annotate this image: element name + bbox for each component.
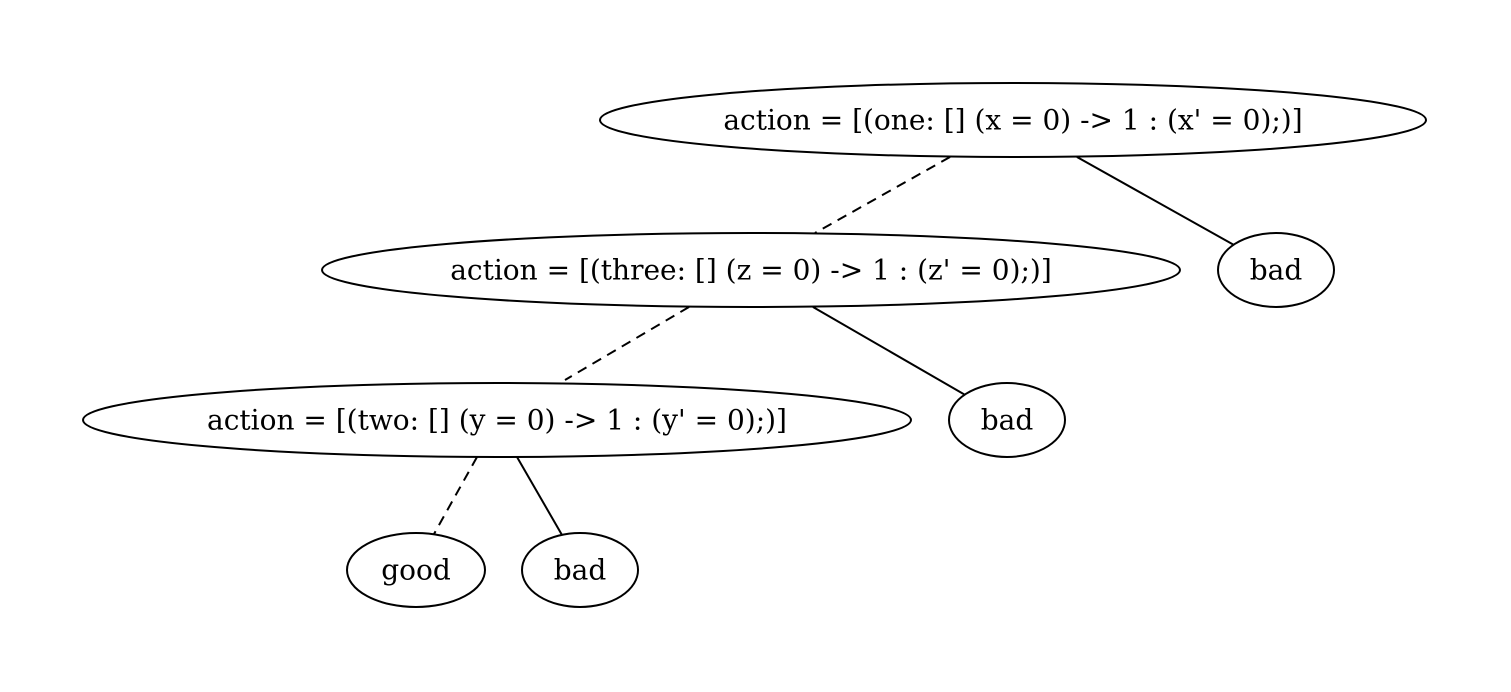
edge-two-to-bad — [516, 456, 563, 536]
node-bad-2[interactable]: bad — [948, 382, 1066, 458]
node-bad-1[interactable]: bad — [1217, 232, 1335, 308]
node-label: action = [(three: [] (z = 0) -> 1 : (z' … — [450, 254, 1052, 287]
node-action-two[interactable]: action = [(two: [] (y = 0) -> 1 : (y' = … — [82, 382, 912, 458]
node-label: good — [381, 554, 451, 587]
node-action-three[interactable]: action = [(three: [] (z = 0) -> 1 : (z' … — [321, 232, 1181, 308]
edge-one-to-three — [814, 156, 951, 234]
node-label: bad — [554, 554, 607, 587]
edge-three-to-two — [564, 306, 690, 381]
node-good[interactable]: good — [346, 532, 486, 608]
node-label: bad — [981, 404, 1034, 437]
node-bad-3[interactable]: bad — [521, 532, 639, 608]
node-label: action = [(one: [] (x = 0) -> 1 : (x' = … — [723, 104, 1302, 137]
edge-two-to-good — [433, 456, 478, 535]
node-label: action = [(two: [] (y = 0) -> 1 : (y' = … — [207, 404, 787, 437]
node-label: bad — [1250, 254, 1303, 287]
node-action-one[interactable]: action = [(one: [] (x = 0) -> 1 : (x' = … — [599, 82, 1427, 158]
edge-three-to-bad — [812, 306, 968, 397]
edge-one-to-bad — [1076, 156, 1235, 246]
